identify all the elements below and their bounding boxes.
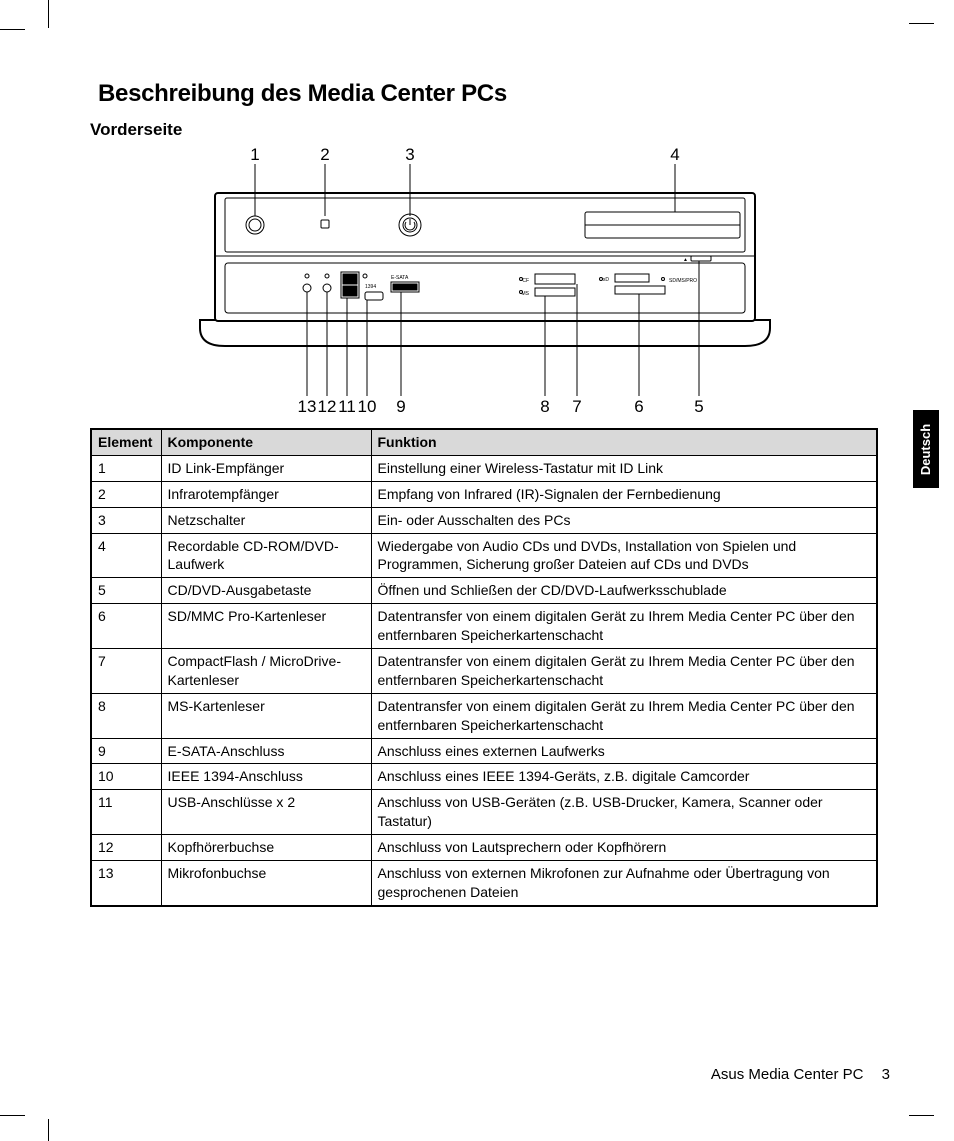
port-label-1394: 1394 (365, 284, 376, 290)
th-element: Element (91, 429, 161, 455)
table-row: 4Recordable CD-ROM/DVD-LaufwerkWiedergab… (91, 533, 877, 578)
cell-component: E-SATA-Anschluss (161, 738, 371, 764)
cell-function: Anschluss eines externen Laufwerks (371, 738, 877, 764)
th-function: Funktion (371, 429, 877, 455)
cell-function: Wiedergabe von Audio CDs und DVDs, Insta… (371, 533, 877, 578)
table-row: 6SD/MMC Pro-KartenleserDatentransfer von… (91, 604, 877, 649)
cell-element: 1 (91, 455, 161, 481)
device-diagram: ▲ 1394 E-SATA (185, 148, 795, 418)
language-tab: Deutsch (913, 410, 939, 488)
cell-component: USB-Anschlüsse x 2 (161, 790, 371, 835)
cell-component: IEEE 1394-Anschluss (161, 764, 371, 790)
table-row: 8MS-KartenleserDatentransfer von einem d… (91, 693, 877, 738)
cell-function: Ein- oder Ausschalten des PCs (371, 507, 877, 533)
table-row: 9E-SATA-AnschlussAnschluss eines externe… (91, 738, 877, 764)
callout-number: 8 (540, 397, 549, 416)
cell-element: 5 (91, 578, 161, 604)
svg-text:▲: ▲ (683, 257, 688, 263)
callout-number: 6 (634, 397, 643, 416)
table-row: 12KopfhörerbuchseAnschluss von Lautsprec… (91, 835, 877, 861)
cell-function: Anschluss eines IEEE 1394-Geräts, z.B. d… (371, 764, 877, 790)
cell-element: 2 (91, 481, 161, 507)
cell-element: 6 (91, 604, 161, 649)
table-row: 10IEEE 1394-AnschlussAnschluss eines IEE… (91, 764, 877, 790)
port-label-xd: xD (603, 277, 610, 283)
language-tab-label: Deutsch (919, 423, 934, 474)
cell-component: CD/DVD-Ausgabetaste (161, 578, 371, 604)
callout-number: 5 (694, 397, 703, 416)
callout-number: 4 (670, 148, 679, 164)
callout-number: 7 (572, 397, 581, 416)
cell-element: 9 (91, 738, 161, 764)
cell-function: Datentransfer von einem digitalen Gerät … (371, 604, 877, 649)
page-footer: Asus Media Center PC 3 (90, 1066, 890, 1083)
cell-element: 13 (91, 861, 161, 906)
port-label-sd: SD/MS/PRO (669, 278, 697, 284)
cell-element: 7 (91, 649, 161, 694)
cell-component: CompactFlash / MicroDrive-Kartenleser (161, 649, 371, 694)
cell-element: 12 (91, 835, 161, 861)
cell-component: Kopfhörerbuchse (161, 835, 371, 861)
port-label-esata: E-SATA (391, 275, 409, 281)
cell-function: Empfang von Infrared (IR)-Signalen der F… (371, 481, 877, 507)
cell-element: 3 (91, 507, 161, 533)
crop-mark (0, 1115, 25, 1116)
page-subtitle: Vorderseite (90, 120, 890, 140)
callout-number: 1 (250, 148, 259, 164)
callout-number: 10 (358, 397, 377, 416)
cell-function: Datentransfer von einem digitalen Gerät … (371, 649, 877, 694)
callout-number: 12 (318, 397, 337, 416)
th-component: Komponente (161, 429, 371, 455)
cell-component: Infrarotempfänger (161, 481, 371, 507)
spec-table: Element Komponente Funktion 1ID Link-Emp… (90, 428, 878, 907)
cell-component: ID Link-Empfänger (161, 455, 371, 481)
page-number: 3 (882, 1066, 890, 1083)
page-content: Beschreibung des Media Center PCs Vorder… (90, 80, 890, 907)
port-label-cf: CF (522, 278, 529, 284)
cell-element: 10 (91, 764, 161, 790)
crop-mark (48, 1119, 49, 1141)
table-header-row: Element Komponente Funktion (91, 429, 877, 455)
cell-component: Mikrofonbuchse (161, 861, 371, 906)
cell-function: Anschluss von Lautsprechern oder Kopfhör… (371, 835, 877, 861)
callout-number: 3 (405, 148, 414, 164)
callout-number: 11 (338, 397, 356, 416)
table-row: 1ID Link-EmpfängerEinstellung einer Wire… (91, 455, 877, 481)
table-row: 7CompactFlash / MicroDrive-KartenleserDa… (91, 649, 877, 694)
cell-function: Anschluss von externen Mikrofonen zur Au… (371, 861, 877, 906)
table-row: 3NetzschalterEin- oder Ausschalten des P… (91, 507, 877, 533)
crop-mark (909, 23, 934, 24)
callout-number: 13 (298, 397, 317, 416)
callout-number: 2 (320, 148, 329, 164)
cell-element: 8 (91, 693, 161, 738)
cell-function: Öffnen und Schließen der CD/DVD-Laufwerk… (371, 578, 877, 604)
table-row: 2InfrarotempfängerEmpfang von Infrared (… (91, 481, 877, 507)
device-diagram-svg: ▲ 1394 E-SATA (185, 148, 795, 418)
crop-mark (909, 1115, 934, 1116)
cell-element: 4 (91, 533, 161, 578)
cell-component: SD/MMC Pro-Kartenleser (161, 604, 371, 649)
crop-mark (0, 29, 25, 30)
cell-component: Netzschalter (161, 507, 371, 533)
table-row: 13MikrofonbuchseAnschluss von externen M… (91, 861, 877, 906)
footer-text: Asus Media Center PC (711, 1066, 864, 1083)
cell-function: Datentransfer von einem digitalen Gerät … (371, 693, 877, 738)
table-row: 5CD/DVD-AusgabetasteÖffnen und Schließen… (91, 578, 877, 604)
table-row: 11USB-Anschlüsse x 2Anschluss von USB-Ge… (91, 790, 877, 835)
callout-number: 9 (396, 397, 405, 416)
cell-component: Recordable CD-ROM/DVD-Laufwerk (161, 533, 371, 578)
cell-function: Einstellung einer Wireless-Tastatur mit … (371, 455, 877, 481)
page-title: Beschreibung des Media Center PCs (98, 80, 890, 108)
cell-component: MS-Kartenleser (161, 693, 371, 738)
cell-element: 11 (91, 790, 161, 835)
cell-function: Anschluss von USB-Geräten (z.B. USB-Druc… (371, 790, 877, 835)
crop-mark (48, 0, 49, 28)
